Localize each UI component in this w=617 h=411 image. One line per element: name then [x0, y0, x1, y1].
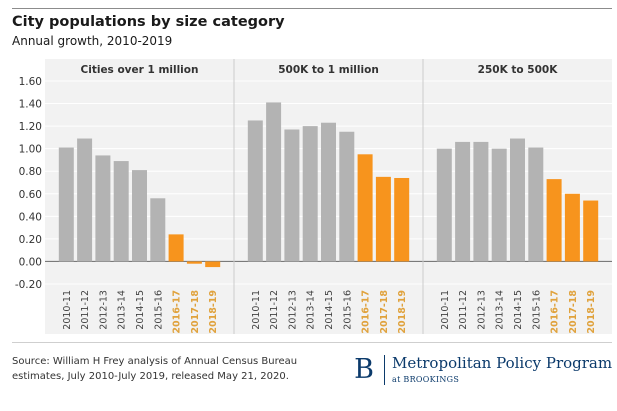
bar	[473, 141, 489, 262]
x-tick-label: 2014-15	[513, 290, 524, 330]
bar	[357, 154, 373, 262]
bar	[375, 176, 391, 262]
y-tick-label: 1.60	[19, 76, 42, 88]
x-tick-label: 2012-13	[476, 290, 487, 330]
bar	[77, 138, 93, 262]
y-tick-label: 0.80	[19, 166, 42, 178]
x-tick-label: 2017-18	[379, 290, 390, 334]
x-tick-label: 2012-13	[98, 290, 109, 330]
bar	[284, 129, 300, 262]
panel: 500K to 1 million 2010-11 2011-12 2012-13 20…	[247, 64, 410, 334]
x-tick-label: 2010-11	[62, 290, 73, 330]
bar	[339, 131, 355, 262]
chart-title: City populations by size category	[12, 14, 285, 30]
bar	[510, 138, 525, 262]
x-tick-label: 2013-14	[306, 290, 317, 330]
y-tick-label: 1.00	[19, 144, 42, 156]
y-axis: 1.60 1.40 1.20 1.00 0.80 0.60 0.40 0.20 0.00 -0.2…	[15, 76, 42, 291]
bar	[247, 120, 263, 262]
top-rule	[12, 8, 612, 9]
x-tick-label: 2013-14	[117, 290, 128, 330]
x-tick-label: 2014-15	[135, 290, 146, 330]
x-tick-label: 2016-17	[550, 290, 561, 334]
x-tick-label: 2010-11	[251, 290, 262, 330]
bar	[266, 102, 282, 262]
panel-dividers	[233, 59, 424, 334]
x-tick-label: 2018-19	[586, 290, 597, 334]
bar	[394, 177, 410, 262]
source-line-1: Source: William H Frey analysis of Annua…	[12, 356, 298, 367]
bar	[546, 179, 562, 262]
bar	[491, 148, 507, 262]
bar	[168, 234, 184, 262]
bar	[528, 147, 544, 262]
y-tick-label: 1.40	[19, 99, 42, 111]
x-tick-label: 2015-16	[531, 290, 542, 330]
bar	[583, 200, 599, 262]
x-tick-label: 2010-11	[440, 290, 451, 330]
brookings-b-icon: B	[354, 354, 374, 385]
x-tick-label: 2012-13	[287, 290, 298, 330]
x-tick-label: 2017-18	[190, 290, 201, 334]
panel: Cities over 1 million 2010-11 2011-12 2012-…	[58, 64, 221, 334]
x-tick-label: 2017-18	[568, 290, 579, 334]
x-tick-label: 2015-16	[342, 290, 353, 330]
source-note: Source: William H Frey analysis of Annua…	[12, 354, 332, 384]
y-tick-label: -0.20	[15, 279, 42, 291]
x-tick-label: 2018-19	[397, 290, 408, 334]
bar	[455, 141, 471, 262]
chart-subtitle: Annual growth, 2010-2019	[12, 34, 173, 48]
brand-name: Metropolitan Policy Program	[392, 354, 613, 372]
y-tick-label: 1.20	[19, 121, 42, 133]
logo-divider	[384, 355, 385, 385]
x-tick-label: 2011-12	[458, 290, 469, 330]
x-tick-label: 2016-17	[361, 290, 372, 334]
bar	[113, 161, 129, 262]
panel: 250K to 500K 2010-11 2011-12 2012-13 2013-14…	[436, 64, 599, 334]
bar	[302, 126, 318, 262]
panel-title: 250K to 500K	[478, 64, 559, 76]
x-tick-label: 2014-15	[324, 290, 335, 330]
x-tick-label: 2011-12	[80, 290, 91, 330]
brand-subtitle: at BROOKINGS	[392, 375, 460, 384]
panel-title: 500K to 1 million	[278, 64, 379, 76]
x-tick-label: 2016-17	[172, 290, 183, 334]
panel-title: Cities over 1 million	[81, 64, 199, 76]
bar	[58, 147, 74, 262]
bar	[321, 122, 336, 262]
x-tick-label: 2018-19	[208, 290, 219, 334]
y-tick-label: 0.60	[19, 189, 42, 201]
y-tick-label: 0.00	[19, 256, 42, 268]
bar-chart: 1.60 1.40 1.20 1.00 0.80 0.60 0.40 0.20 0.00 -0.2…	[15, 59, 612, 334]
x-tick-label: 2015-16	[153, 290, 164, 330]
footer-rule	[12, 342, 612, 343]
bar	[186, 261, 202, 264]
bar	[436, 148, 452, 262]
bar	[205, 261, 221, 268]
bar	[95, 155, 111, 262]
y-tick-label: 0.20	[19, 234, 42, 246]
panels: Cities over 1 million 2010-11 2011-12 2012-…	[58, 64, 599, 334]
bar	[132, 170, 147, 262]
bar	[564, 193, 580, 262]
x-tick-label: 2013-14	[495, 290, 506, 330]
source-line-2: estimates, July 2010-July 2019, released…	[12, 371, 289, 382]
bar	[150, 198, 166, 262]
x-tick-label: 2011-12	[269, 290, 280, 330]
y-tick-label: 0.40	[19, 211, 42, 223]
